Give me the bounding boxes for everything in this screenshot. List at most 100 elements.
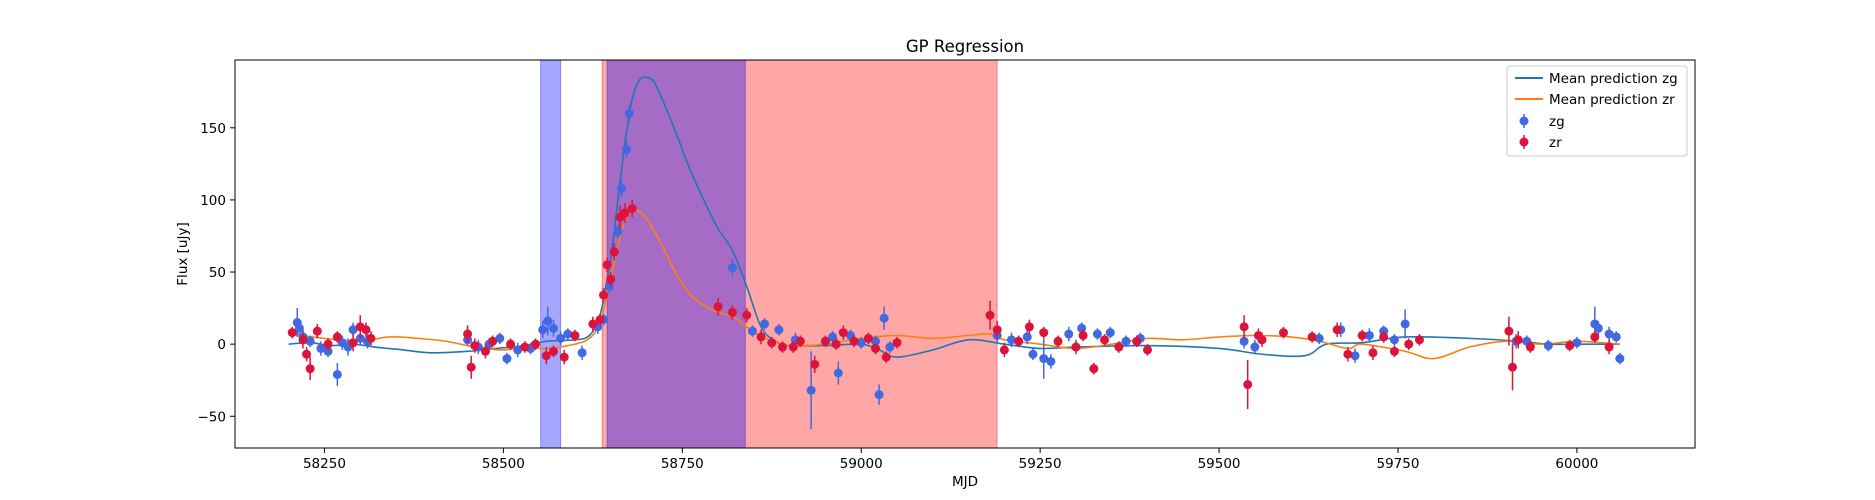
data-point-zg [563,328,573,340]
marker-zr [1414,335,1424,345]
marker-zr [1278,328,1288,338]
marker-zr [305,364,315,374]
marker-zr [602,260,612,270]
legend: Mean prediction zg Mean prediction zr zg… [1506,65,1688,157]
data-point-zg [1314,332,1324,345]
data-point-zg [833,361,843,385]
data-point-zr [506,338,516,350]
marker-zg [1572,338,1582,348]
data-point-zg [856,336,866,349]
marker-zg [856,338,866,348]
marker-zg [624,108,634,118]
marker-zr [323,339,333,349]
data-point-zg [1121,335,1131,348]
data-point-zr [767,336,777,349]
marker-zg [604,281,614,291]
marker-zr [1307,332,1317,342]
data-point-zr [463,325,473,343]
shaded-region-2 [601,59,998,449]
marker-zg [871,336,881,346]
marker-zg [1239,336,1249,346]
plot-frame [234,59,1696,449]
marker-zr [609,247,619,257]
data-point-zr [609,243,619,261]
data-point-zr [992,321,1002,339]
marker-zr [810,359,820,369]
data-point-zr [1389,345,1399,358]
data-point-zr [480,344,490,359]
marker-zg [502,354,512,364]
marker-zg [1250,342,1260,352]
marker-zr [520,342,530,352]
marker-zr [871,343,881,353]
data-point-zr [849,335,859,348]
data-point-zr [1024,319,1034,335]
data-point-zg [828,331,838,343]
marker-zg [1064,329,1074,339]
marker-zr [831,339,841,349]
data-point-zg [1615,352,1625,365]
marker-zg [513,345,523,355]
data-point-zg [548,319,558,337]
data-point-zg [305,335,315,348]
data-point-zr [348,334,358,352]
marker-zr [548,346,558,356]
data-point-zr [1565,339,1575,352]
marker-zr [1039,328,1049,338]
data-point-zg [556,331,566,346]
data-point-zr [838,325,848,340]
marker-zr [1504,326,1514,336]
marker-zg [1039,354,1049,364]
data-point-zr [1513,331,1523,349]
marker-zr [778,342,787,352]
marker-zr [1368,348,1378,358]
data-point-zr [881,351,891,363]
data-point-zg [1364,328,1374,343]
x-tick-label: 59500 [1198,456,1241,472]
data-point-zg [624,104,634,123]
data-point-zr [1604,339,1614,355]
marker-zr [559,352,569,362]
marker-zr [480,346,490,356]
marker-zr [820,336,830,346]
marker-zr [488,336,498,346]
marker-zg [348,325,358,335]
marker-zg [1022,332,1032,342]
marker-zg [1007,335,1017,345]
marker-zg [543,316,553,326]
marker-zg [833,368,843,378]
data-point-zg [1064,326,1074,342]
marker-zr [531,339,541,349]
marker-zr [1257,335,1267,345]
data-point-zr [1379,331,1389,343]
data-point-zr [1239,315,1249,339]
data-point-zg [316,341,326,356]
marker-zr [1379,332,1389,342]
data-point-zg [621,140,631,159]
marker-zg [538,325,548,335]
shaded-regions [540,59,998,449]
data-point-zr [1078,329,1088,342]
marker-zg [548,323,558,333]
marker-zg [879,313,889,323]
x-tick-label: 58250 [303,456,346,472]
x-tick-label: 60000 [1555,456,1598,472]
data-point-zg [616,179,626,198]
marker-zg [495,333,505,343]
data-point-zg [727,259,737,277]
y-tick-label: −50 [198,409,227,425]
data-point-zg [1389,334,1399,346]
marker-zr [892,338,902,348]
marker-zr [1590,332,1600,342]
data-point-zr [1053,335,1063,348]
data-point-zg [1007,332,1017,348]
marker-zg [556,333,566,343]
data-point-zr [620,202,630,223]
data-point-zr [1357,329,1367,342]
data-point-zr [361,322,371,337]
marker-zg [1593,323,1603,333]
data-point-zr [1257,332,1267,348]
data-point-zr [778,341,787,353]
data-point-zr [531,338,541,350]
marker-zg [1543,341,1553,351]
